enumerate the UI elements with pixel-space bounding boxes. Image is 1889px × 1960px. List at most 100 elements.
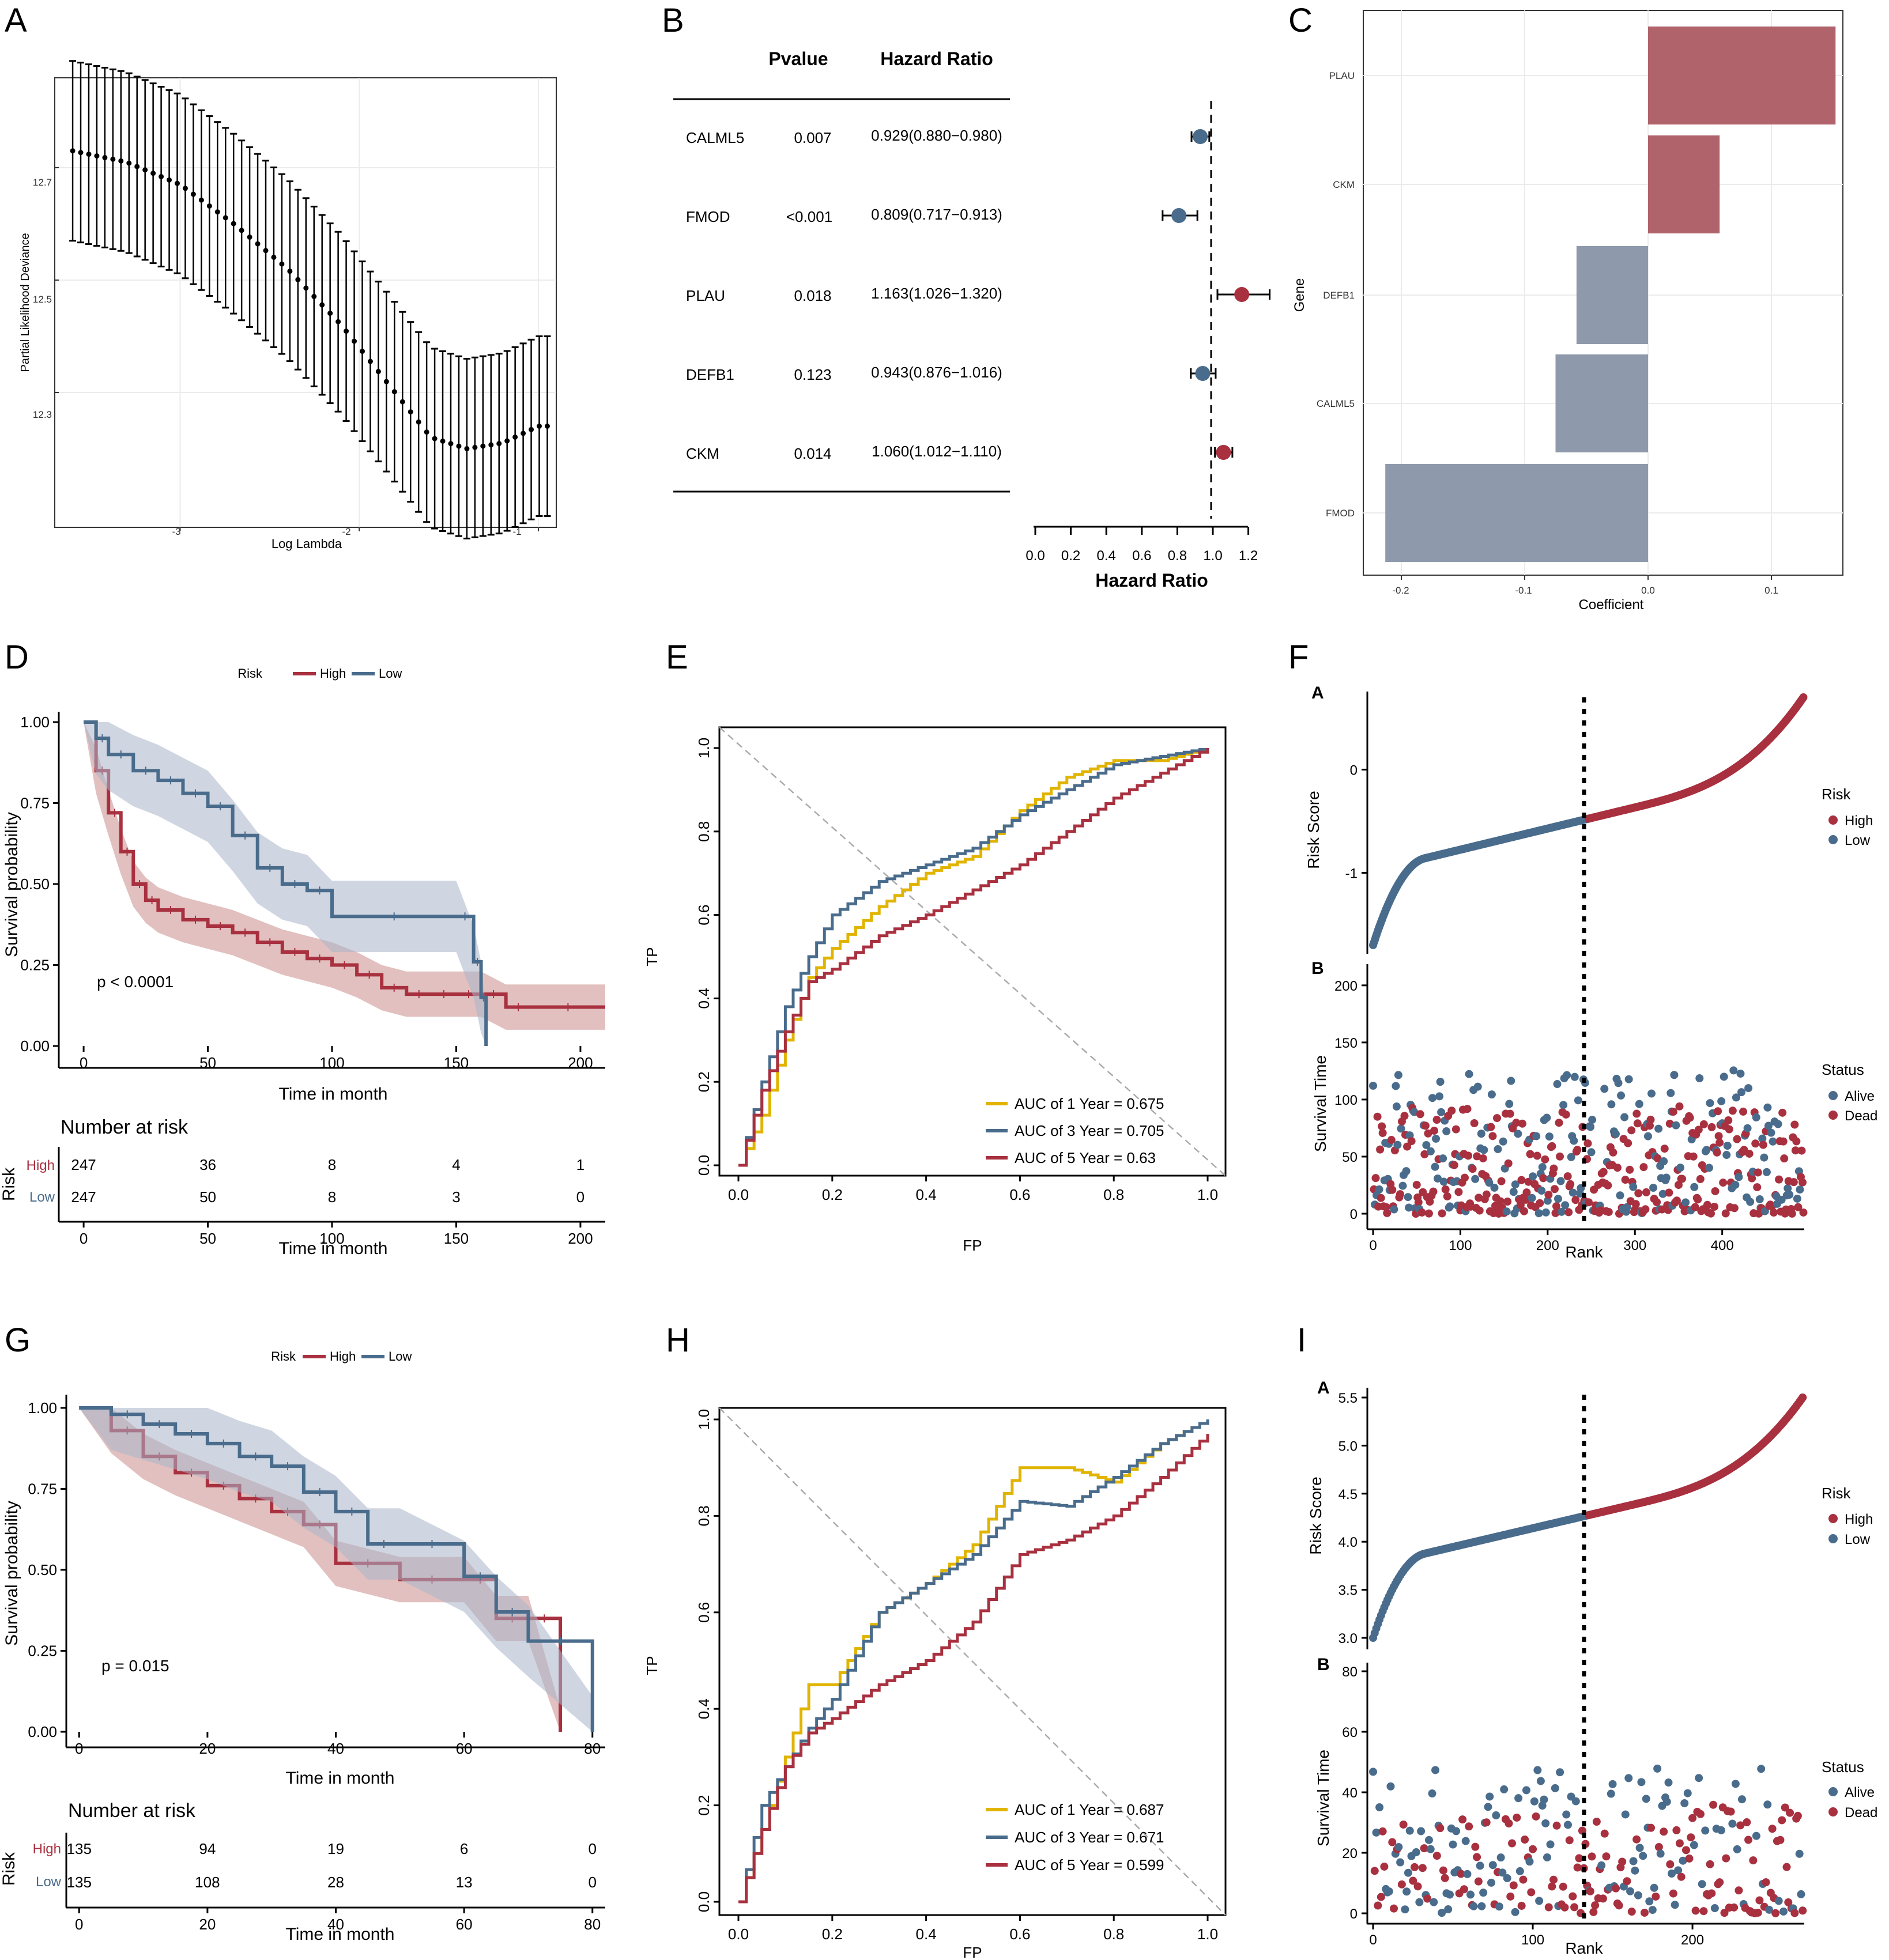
survival-point: [1604, 1208, 1613, 1217]
survival-point: [1564, 1208, 1573, 1217]
survival-point: [1591, 1901, 1600, 1910]
survival-point: [1779, 1907, 1788, 1916]
survival-point: [1568, 1892, 1577, 1901]
survival-point: [1598, 1894, 1607, 1903]
survival-point: [1790, 1909, 1799, 1917]
a-point: [70, 148, 76, 154]
b-gene: CKM: [686, 445, 719, 462]
survival-point: [1436, 1078, 1445, 1086]
survival-point: [1405, 1826, 1414, 1835]
survival-point: [1720, 1072, 1728, 1081]
survival-point: [1447, 1106, 1456, 1115]
survival-point: [1660, 1145, 1669, 1153]
g-pvalue: p = 0.015: [101, 1657, 169, 1675]
survival-point: [1645, 1121, 1654, 1130]
survival-point: [1653, 1764, 1662, 1773]
survival-point: [1458, 1815, 1467, 1824]
survival-point: [1654, 1124, 1663, 1133]
e-xlabel: FP: [963, 1237, 982, 1254]
survival-point: [1506, 1109, 1514, 1118]
survival-point: [1798, 1178, 1807, 1187]
km-ci-band-high: [79, 1408, 561, 1732]
g-risk-title: Number at risk: [68, 1800, 196, 1822]
survival-point: [1735, 1173, 1743, 1181]
risk-ytick-label: 5.5: [1338, 1391, 1358, 1406]
survival-point: [1450, 1161, 1458, 1169]
survival-point: [1793, 1811, 1802, 1820]
panel-h: H 0.0 0.0 0.2 0.2 0.4 0.4 0.6 0.6 0.8 0.8 1.0 1.0 F…: [643, 1321, 1227, 1960]
survival-point: [1479, 1154, 1487, 1162]
survival-point: [1696, 1810, 1705, 1818]
km-xtick-label: 150: [444, 1054, 469, 1071]
survival-point: [1695, 1774, 1703, 1782]
survival-point: [1441, 1874, 1449, 1882]
survival-point: [1423, 1894, 1432, 1903]
b-hr-point: [1193, 129, 1208, 144]
f-sub-b: B: [1311, 959, 1324, 978]
survival-point: [1549, 1875, 1558, 1884]
survival-point: [1669, 1108, 1677, 1116]
survival-point: [1410, 1108, 1419, 1116]
b-pvalue: 0.123: [794, 366, 831, 383]
b-ticks: 0.0 0.2 0.4 0.6 0.8 1.0 1.2: [1025, 527, 1258, 564]
g-risk-high-label: High: [33, 1841, 61, 1857]
g-risk-low-label: Low: [36, 1874, 62, 1890]
survival-point: [1532, 1132, 1541, 1140]
survival-point: [1728, 1106, 1737, 1115]
survival-point: [1672, 1826, 1681, 1834]
a-point: [159, 173, 164, 179]
survival-point: [1402, 1887, 1411, 1896]
surv-ytick-label: 80: [1342, 1664, 1358, 1680]
survival-point: [1631, 1866, 1639, 1875]
i-legend-dead-key: [1828, 1807, 1838, 1817]
survival-point: [1496, 1197, 1505, 1206]
survival-point: [1517, 1176, 1526, 1184]
survival-point: [1392, 1102, 1401, 1111]
survival-point: [1513, 1813, 1521, 1822]
survival-point: [1441, 1185, 1450, 1194]
survival-point: [1414, 1198, 1423, 1207]
a-point: [94, 153, 100, 159]
survival-point: [1624, 1774, 1633, 1782]
survival-point: [1446, 1202, 1454, 1211]
e-frame: [718, 726, 1227, 1177]
survival-point: [1706, 1099, 1714, 1108]
survival-point: [1785, 1191, 1794, 1199]
survival-point: [1533, 1151, 1541, 1160]
i-risk-plot: [1369, 1393, 1807, 1917]
survival-point: [1479, 1889, 1488, 1897]
survival-point: [1678, 1175, 1687, 1183]
survival-point: [1696, 1175, 1705, 1183]
b-tick-label: 0.6: [1132, 548, 1151, 564]
survival-point: [1520, 1207, 1528, 1215]
survival-point: [1642, 1795, 1650, 1803]
survival-point: [1795, 1849, 1804, 1858]
survival-point: [1752, 1831, 1760, 1840]
f-legend-dead: Dead: [1845, 1108, 1877, 1124]
roc-xtick-label: 0.0: [728, 1186, 749, 1203]
a-point: [375, 369, 381, 375]
survival-point: [1560, 1903, 1569, 1912]
a-point: [150, 171, 156, 176]
h-legend-5: AUC of 5 Year = 0.599: [1015, 1856, 1164, 1874]
survival-point: [1493, 1114, 1502, 1123]
survival-point: [1473, 1853, 1481, 1861]
survival-point: [1372, 1828, 1381, 1837]
km-xtick-label: 40: [327, 1740, 344, 1757]
c-gene-label: PLAU: [1329, 70, 1355, 81]
b-pvalue: <0.001: [786, 208, 832, 225]
survival-point: [1457, 1870, 1465, 1878]
survival-point: [1784, 1898, 1793, 1906]
survival-point: [1405, 1203, 1413, 1212]
roc-ytick-label: 0.4: [695, 988, 712, 1009]
roc-xtick-label: 0.4: [916, 1925, 937, 1943]
survival-point: [1432, 1116, 1441, 1124]
km-ytick-label: 0.75: [20, 795, 50, 812]
a-point: [311, 293, 317, 299]
survival-point: [1492, 1811, 1500, 1820]
roc-curve-3yr: [738, 1419, 1209, 1904]
b-forest-marks: [1162, 129, 1271, 460]
survival-point: [1754, 1908, 1762, 1917]
survival-point: [1415, 1898, 1424, 1906]
survival-point: [1571, 1797, 1580, 1806]
